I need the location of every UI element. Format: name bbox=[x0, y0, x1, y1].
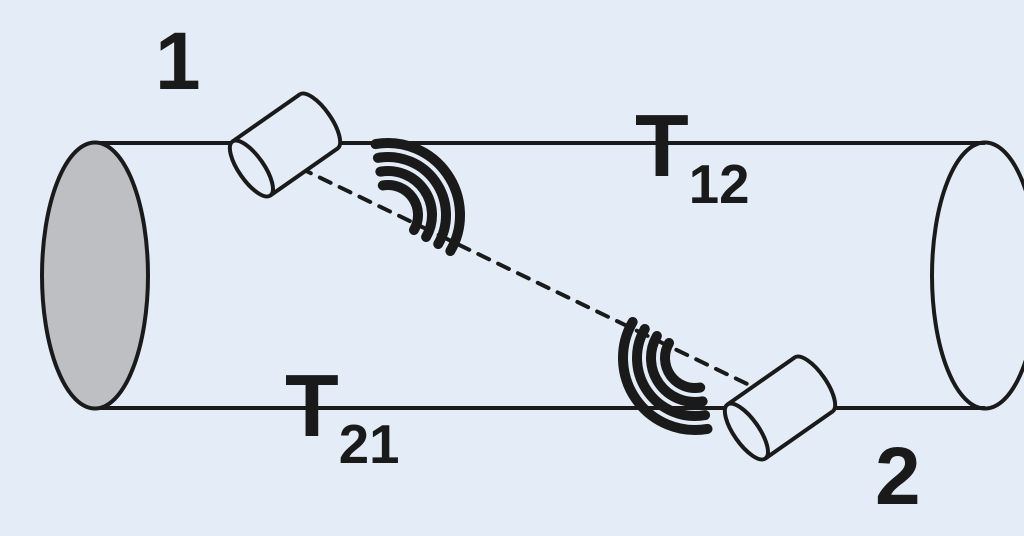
pipe-left-endcap bbox=[42, 143, 148, 409]
label-t21-sub: 21 bbox=[339, 414, 400, 475]
label-sensor-2: 2 bbox=[875, 430, 921, 524]
label-sensor-1: 1 bbox=[155, 15, 201, 109]
background bbox=[0, 0, 1024, 536]
label-t12: T12 bbox=[635, 95, 749, 208]
diagram-svg bbox=[0, 0, 1024, 536]
pipe-right-end bbox=[932, 143, 1024, 409]
label-t12-main: T bbox=[635, 96, 689, 195]
label-t21-main: T bbox=[285, 356, 339, 455]
label-t12-sub: 12 bbox=[689, 154, 750, 215]
label-t21: T21 bbox=[285, 355, 399, 468]
